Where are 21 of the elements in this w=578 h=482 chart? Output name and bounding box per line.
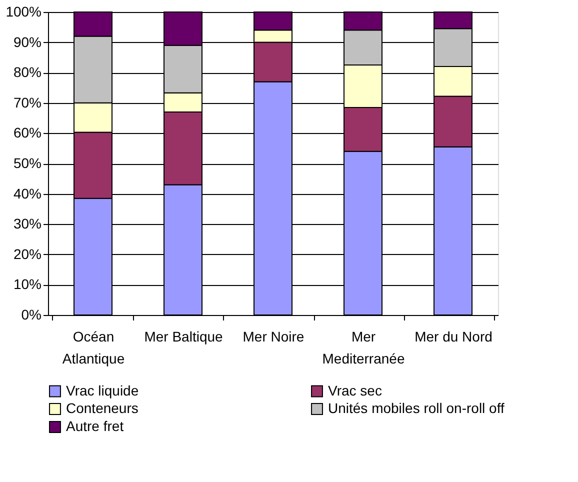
x-tick-label: Mer Mediterranée bbox=[322, 328, 405, 366]
x-tick-label: Mer du Nord bbox=[414, 328, 492, 344]
x-tick-label: Mer Baltique bbox=[144, 328, 224, 344]
y-tick-label: 60% bbox=[13, 124, 42, 141]
legend-label: Autre fret bbox=[66, 418, 124, 434]
y-tick-label: 70% bbox=[13, 94, 42, 110]
y-tick-label: 0% bbox=[21, 306, 42, 322]
legend-label: Vrac liquide bbox=[66, 382, 139, 398]
legend-label: Unités mobiles roll on-roll off bbox=[328, 400, 504, 416]
y-tick-label: 100% bbox=[6, 4, 42, 20]
y-tick-label: 20% bbox=[13, 246, 42, 262]
y-tick-label: 30% bbox=[13, 216, 42, 232]
legend-label: Conteneurs bbox=[66, 400, 138, 416]
legend-label: Vrac sec bbox=[328, 382, 382, 398]
x-tick-label: Océan Atlantique bbox=[62, 328, 125, 366]
y-tick-label: 10% bbox=[13, 276, 42, 292]
y-tick-label: 80% bbox=[13, 64, 42, 80]
y-tick-label: 40% bbox=[13, 185, 42, 202]
y-tick-label: 90% bbox=[13, 34, 42, 50]
x-tick-label: Mer Noire bbox=[242, 328, 304, 344]
y-tick-label: 50% bbox=[13, 155, 42, 171]
